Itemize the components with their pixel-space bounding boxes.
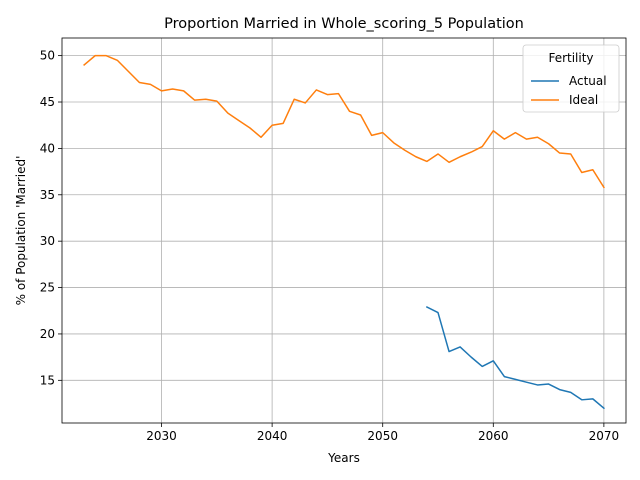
y-tick-label: 50 [40,49,55,63]
tick-layer: 2030 2040 2050 2060 2070 15 20 25 30 35 40 45 50 [40,49,619,443]
y-tick-label: 20 [40,327,55,341]
plot-frame [61,37,627,424]
x-axis-label: Years [327,451,360,465]
series-line-actual [425,306,605,410]
grid-layer [62,38,626,423]
legend-box [522,44,620,113]
y-tick-label: 25 [40,281,55,295]
x-tick-label: 2060 [478,429,509,443]
legend: Fertility Actual Ideal [522,44,620,113]
chart-title: Proportion Married in Whole_scoring_5 Po… [164,16,524,32]
series-layer [83,54,605,410]
legend-entry-ideal: Ideal [569,93,598,107]
y-tick-label: 35 [40,188,55,202]
y-axis-label: % of Population 'Married' [14,156,28,306]
series-line-ideal [83,54,605,189]
y-tick-label: 45 [40,95,55,109]
x-tick-label: 2030 [146,429,177,443]
y-tick-label: 15 [40,373,55,387]
x-tick-label: 2040 [257,429,288,443]
legend-entry-actual: Actual [569,74,607,88]
legend-title: Fertility [548,51,593,65]
y-tick-label: 40 [40,141,55,155]
x-tick-label: 2050 [367,429,398,443]
y-tick-label: 30 [40,234,55,248]
x-tick-label: 2070 [589,429,620,443]
